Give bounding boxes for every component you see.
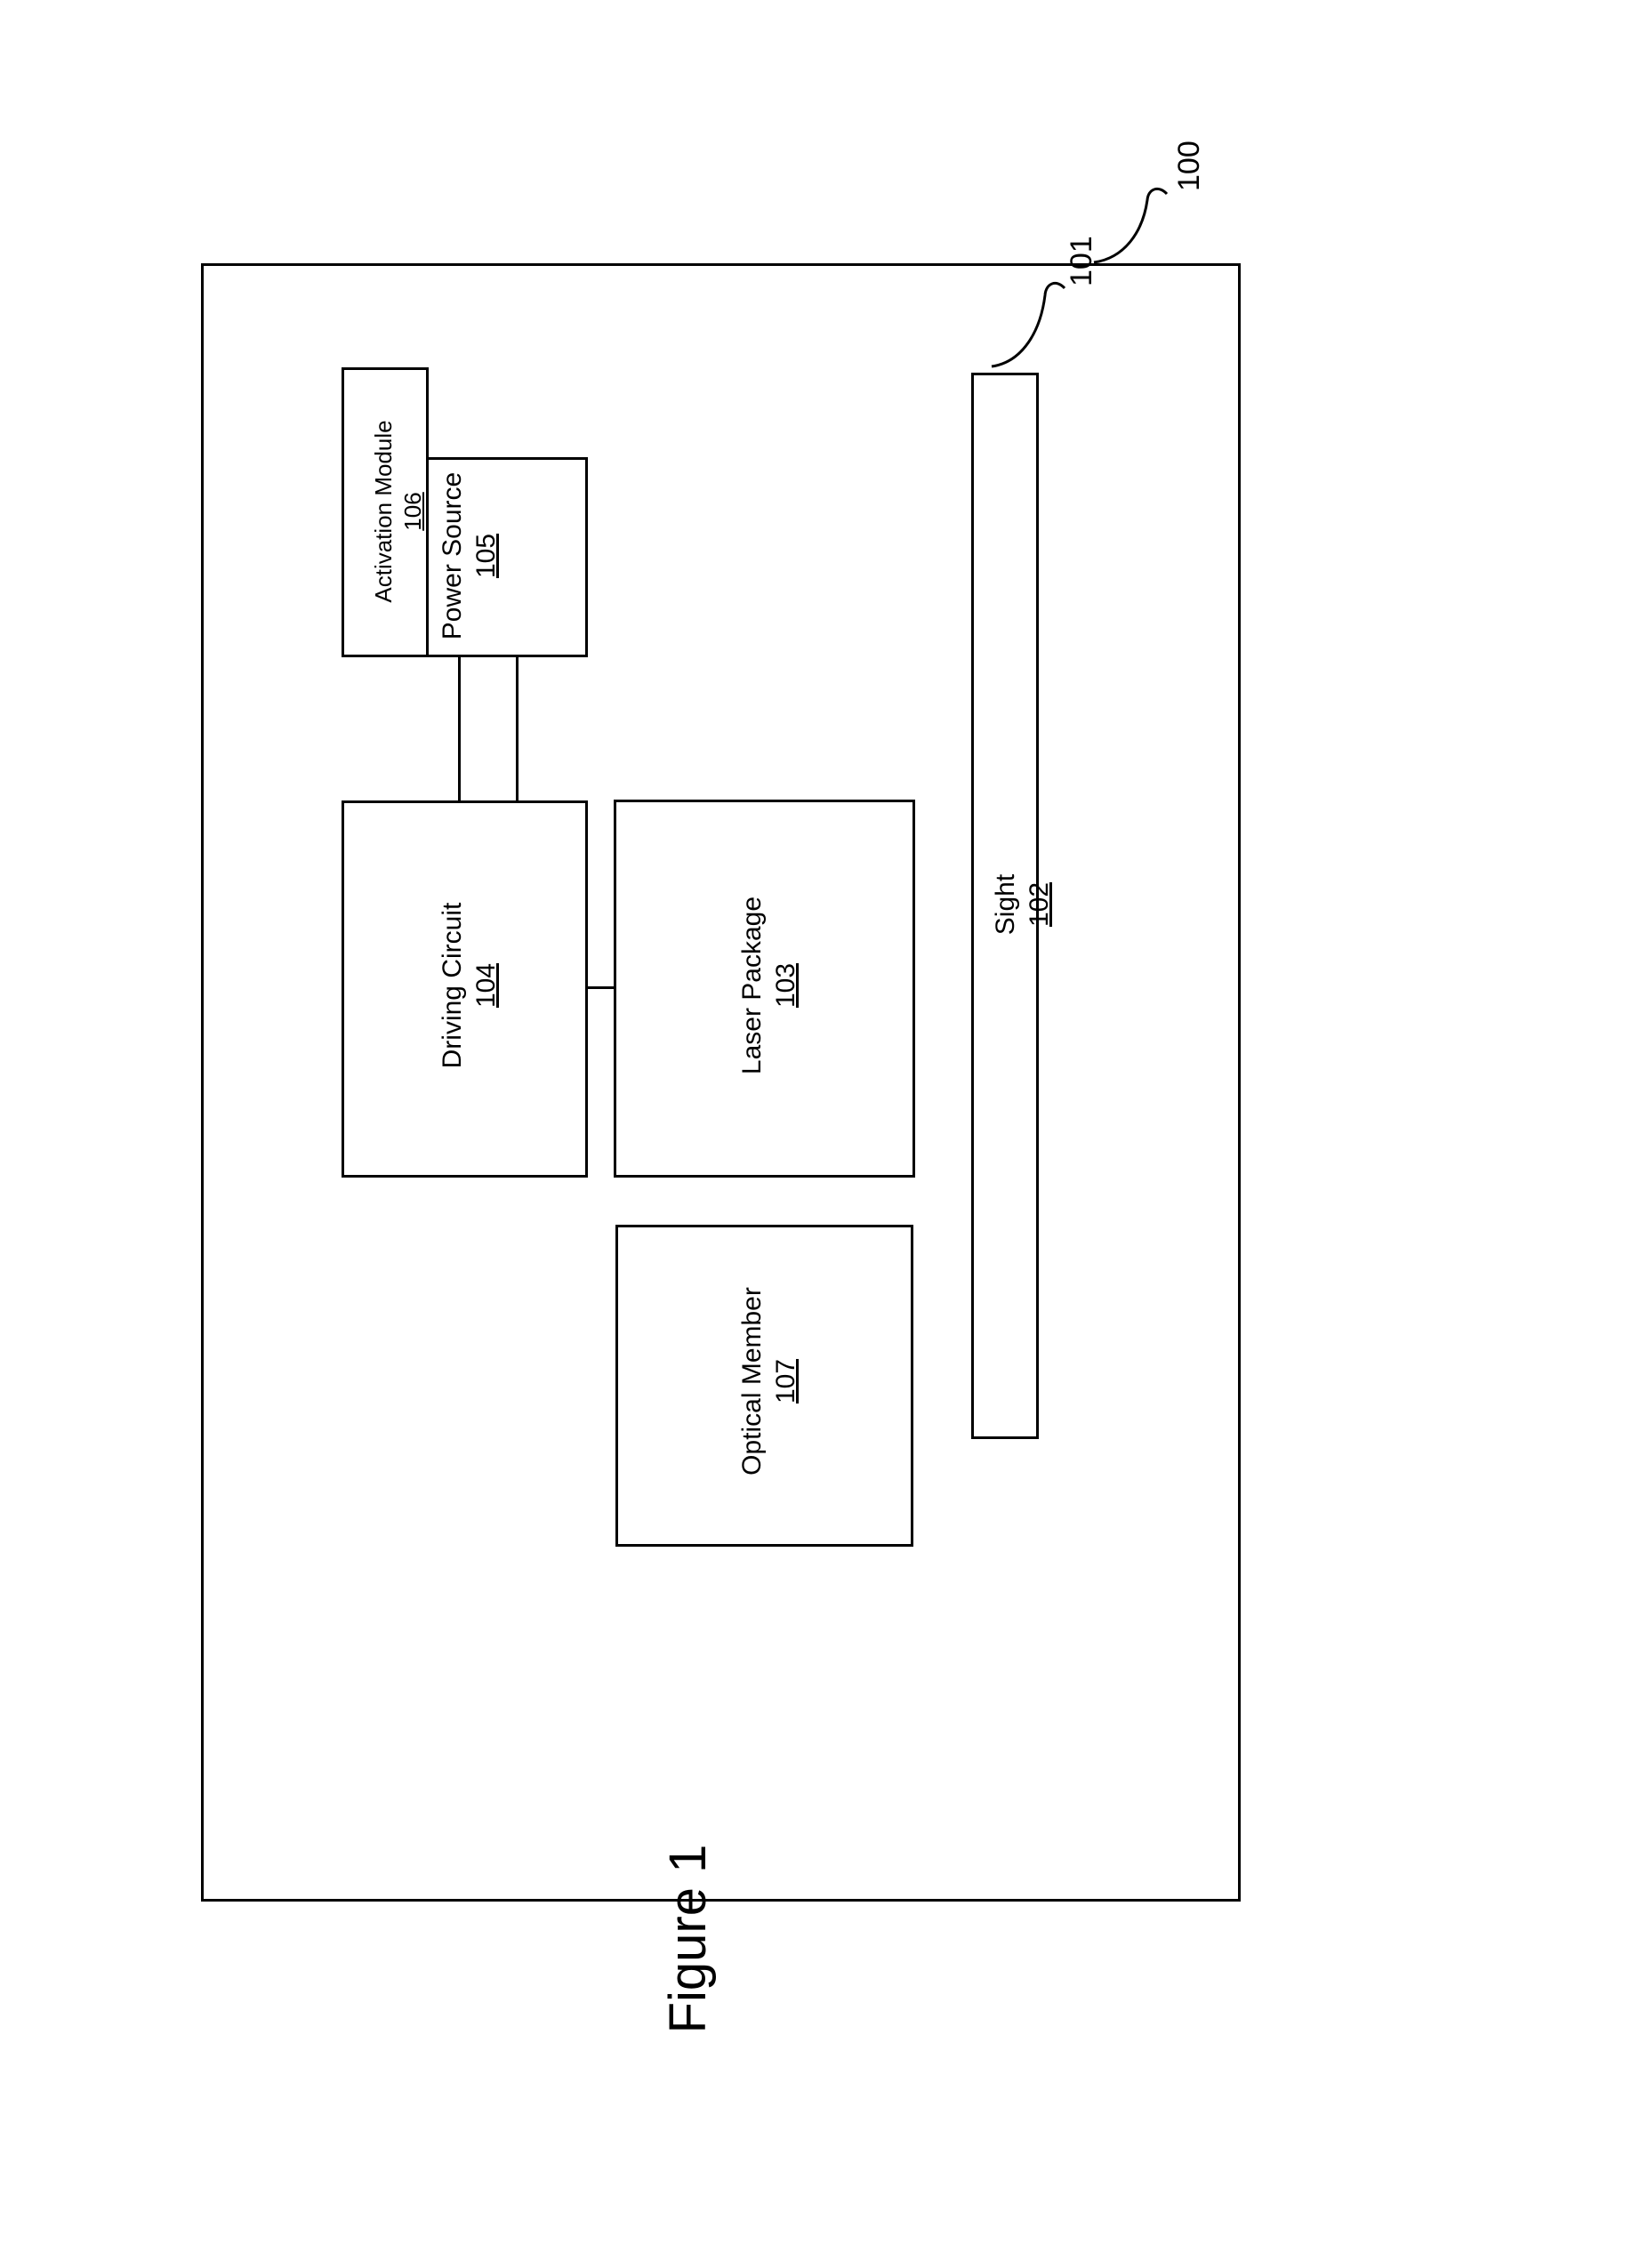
sight-label: Sight 102 [989,865,1056,945]
optical-name: Optical Member [736,1287,769,1476]
callout-100-text: 100 [1172,141,1206,191]
activation-label: Activation Module 106 [369,400,427,623]
driving-ref: 104 [470,963,503,1008]
activation-name: Activation Module [369,420,398,602]
laser-label: Laser Package 103 [736,892,802,1079]
activation-ref: 106 [398,492,428,530]
connector-driving-to-activation [516,657,519,800]
optical-label: Optical Member 107 [736,1279,802,1484]
callout-101-text: 101 [1065,236,1098,286]
laser-ref: 103 [769,963,803,1008]
power-name: Power Source [436,472,470,639]
sight-name: Sight [989,874,1023,935]
power-label: Power Source 105 [436,462,502,649]
connector-driving-to-power [458,657,461,800]
power-ref: 105 [470,534,503,578]
figure-caption: Figure 1 [658,1837,718,2041]
page: 100 101 Sight 102 Optical Member 107 Las… [0,0,1632,2268]
figure-caption-text: Figure 1 [659,1845,717,2034]
driving-label: Driving Circuit 104 [436,892,502,1079]
driving-name: Driving Circuit [436,903,470,1069]
sight-ref: 102 [1023,882,1057,927]
callout-101: 101 [1065,236,1099,286]
laser-name: Laser Package [736,897,769,1074]
callout-100: 100 [1172,141,1207,191]
connector-laser-to-driving [588,986,614,989]
optical-ref: 107 [769,1359,803,1403]
